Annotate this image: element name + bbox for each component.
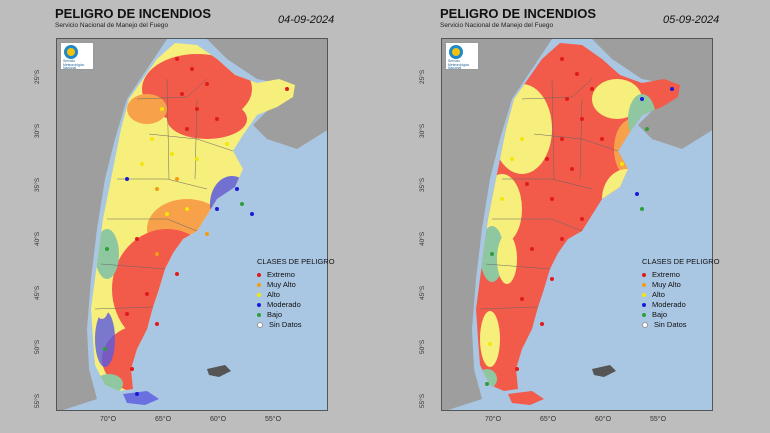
logo-line: Servicio — [63, 59, 76, 63]
map-panel-day1: PELIGRO DE INCENDIOS Servicio Nacional d… — [34, 6, 335, 423]
smn-logo-sun-icon — [67, 48, 75, 56]
legend-dot-icon — [257, 313, 261, 318]
lat-label: 40°S — [419, 231, 426, 246]
legend-dot-icon — [257, 283, 261, 288]
map-subtitle: Servicio Nacional de Manejo del Fuego — [440, 22, 554, 29]
legend-item: Sin Datos — [642, 320, 687, 329]
lat-label: 55°S — [419, 393, 426, 408]
legend-item: Extremo — [257, 270, 295, 279]
lon-label: 70°O — [485, 416, 502, 423]
neighbor-land — [582, 39, 712, 149]
legend-label: Extremo — [652, 270, 680, 279]
lat-label: 30°S — [34, 123, 41, 138]
lat-label: 25°S — [419, 69, 426, 84]
map-title: PELIGRO DE INCENDIOS — [55, 6, 212, 21]
legend-item: Alto — [642, 290, 665, 299]
legend-dot-icon — [642, 283, 646, 288]
islas-malvinas — [592, 365, 616, 377]
fire-danger-map — [56, 38, 328, 411]
legend-label: Moderado — [652, 300, 686, 309]
lon-label: 60°O — [210, 416, 227, 423]
legend-item: Bajo — [257, 310, 282, 319]
legend-label: Alto — [267, 290, 280, 299]
legend-label: Extremo — [267, 270, 295, 279]
legend-label: Muy Alto — [267, 280, 296, 289]
lon-label: 65°O — [540, 416, 557, 423]
smn-logo: Servicio Meteorológico Nacional — [445, 42, 479, 70]
tierra-del-fuego — [508, 391, 544, 405]
lon-label: 65°O — [155, 416, 172, 423]
legend-label: Muy Alto — [652, 280, 681, 289]
logo-line: Nacional — [63, 66, 77, 71]
lat-label: 45°S — [419, 285, 426, 300]
map-svg — [442, 39, 712, 410]
legend-item: Sin Datos — [257, 320, 302, 329]
logo-line: Nacional — [448, 66, 462, 71]
map-subtitle: Servicio Nacional de Manejo del Fuego — [55, 22, 169, 29]
lat-label: 35°S — [34, 177, 41, 192]
map-date: 05-09-2024 — [663, 14, 720, 26]
lat-label: 50°S — [419, 339, 426, 354]
lon-label: 70°O — [100, 416, 117, 423]
smn-logo: Servicio Meteorológico Nacional — [60, 42, 94, 70]
logo-line: Meteorológico — [63, 62, 85, 67]
legend-dot-icon — [642, 313, 646, 318]
lat-label: 40°S — [34, 231, 41, 246]
legend-dot-icon — [642, 273, 646, 278]
smn-logo-sun-icon — [452, 48, 460, 56]
map-svg — [57, 39, 327, 410]
lat-label: 30°S — [419, 123, 426, 138]
neighbor-land — [57, 39, 167, 410]
legend-title: CLASES DE PELIGRO — [257, 257, 335, 266]
map-title: PELIGRO DE INCENDIOS — [440, 6, 597, 21]
legend-dot-icon — [257, 273, 261, 278]
legend-item: Moderado — [257, 300, 301, 309]
map-date: 04-09-2024 — [278, 14, 335, 26]
lon-label: 60°O — [595, 416, 612, 423]
legend-item: Muy Alto — [257, 280, 296, 289]
legend-label: Sin Datos — [269, 320, 302, 329]
legend-dot-icon — [642, 303, 646, 308]
legend-label: Alto — [652, 290, 665, 299]
province-borders — [479, 78, 619, 310]
legend-dot-icon — [257, 293, 261, 298]
logo-line: Meteorológico — [448, 62, 470, 67]
legend-dot-icon — [642, 293, 646, 298]
neighbor-land — [197, 39, 327, 149]
station-dots — [103, 57, 289, 396]
legend-dot-icon — [257, 303, 261, 308]
legend-item: Extremo — [642, 270, 680, 279]
lat-label: 35°S — [419, 177, 426, 192]
map-panel-day2: PELIGRO DE INCENDIOS Servicio Nacional d… — [385, 0, 770, 433]
legend-dot-icon — [642, 322, 648, 329]
legend-item: Alto — [257, 290, 280, 299]
legend-label: Bajo — [267, 310, 283, 319]
legend-label: Sin Datos — [654, 320, 687, 329]
islas-malvinas — [207, 365, 231, 377]
legend-label: Moderado — [267, 300, 301, 309]
neighbor-land — [442, 39, 552, 410]
lat-label: 25°S — [34, 69, 41, 84]
logo-text: Servicio Meteorológico Nacional — [448, 59, 470, 71]
legend-item: Bajo — [642, 310, 667, 319]
lat-label: 55°S — [34, 393, 41, 408]
logo-line: Servicio — [448, 59, 461, 63]
legend-title: CLASES DE PELIGRO — [642, 257, 720, 266]
station-dots — [485, 57, 674, 386]
province-borders — [94, 78, 234, 310]
lat-label: 45°S — [34, 285, 41, 300]
lon-label: 55°O — [265, 416, 282, 423]
legend-item: Muy Alto — [642, 280, 681, 289]
legend-label: Bajo — [652, 310, 668, 319]
lon-label: 55°O — [650, 416, 667, 423]
fire-danger-map — [441, 38, 713, 411]
legend-dot-icon — [257, 322, 263, 329]
tierra-del-fuego — [123, 391, 159, 405]
logo-text: Servicio Meteorológico Nacional — [63, 59, 85, 71]
legend-item: Moderado — [642, 300, 686, 309]
lat-label: 50°S — [34, 339, 41, 354]
